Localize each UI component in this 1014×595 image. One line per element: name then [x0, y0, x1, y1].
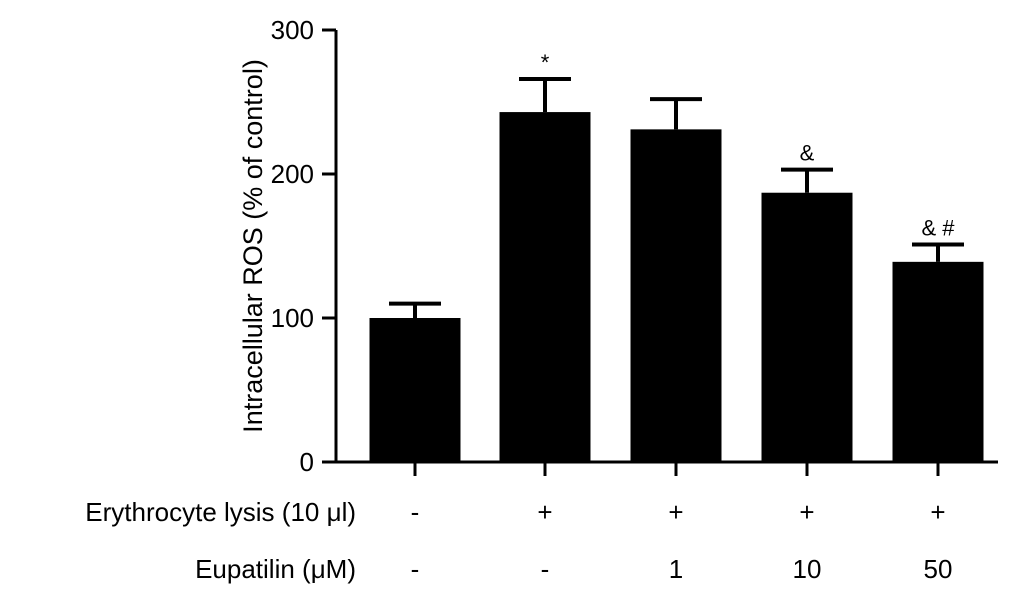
- bar: [369, 318, 461, 462]
- error-bars: [389, 76, 964, 318]
- condition-value: -: [541, 554, 550, 584]
- condition-value: +: [537, 497, 552, 527]
- bar: [630, 129, 722, 463]
- bar: [499, 112, 591, 462]
- condition-value: -: [411, 497, 420, 527]
- significance-label: *: [541, 50, 550, 75]
- condition-table: Erythrocyte lysis (10 μl) - + + + + Eupatilin …: [85, 497, 952, 584]
- condition-row-label: Erythrocyte lysis (10 μl): [85, 497, 356, 527]
- condition-value: +: [930, 497, 945, 527]
- condition-value: +: [799, 497, 814, 527]
- bars: [369, 112, 984, 463]
- condition-value: -: [411, 554, 420, 584]
- y-tick-label: 300: [271, 15, 314, 45]
- bar: [761, 192, 853, 462]
- condition-value: +: [668, 497, 683, 527]
- y-tick-label: 200: [271, 159, 314, 189]
- y-tick-label: 0: [300, 447, 314, 477]
- y-axis-label: Intracellular ROS (% of control): [238, 59, 268, 433]
- y-tick-label: 100: [271, 303, 314, 333]
- bar: [892, 261, 984, 462]
- significance-annotations: * & & #: [541, 50, 956, 241]
- condition-row-label: Eupatilin (μM): [195, 554, 356, 584]
- significance-label: & #: [921, 216, 955, 241]
- condition-value: 50: [924, 554, 953, 584]
- condition-value: 10: [793, 554, 822, 584]
- significance-label: &: [800, 141, 815, 166]
- condition-value: 1: [669, 554, 683, 584]
